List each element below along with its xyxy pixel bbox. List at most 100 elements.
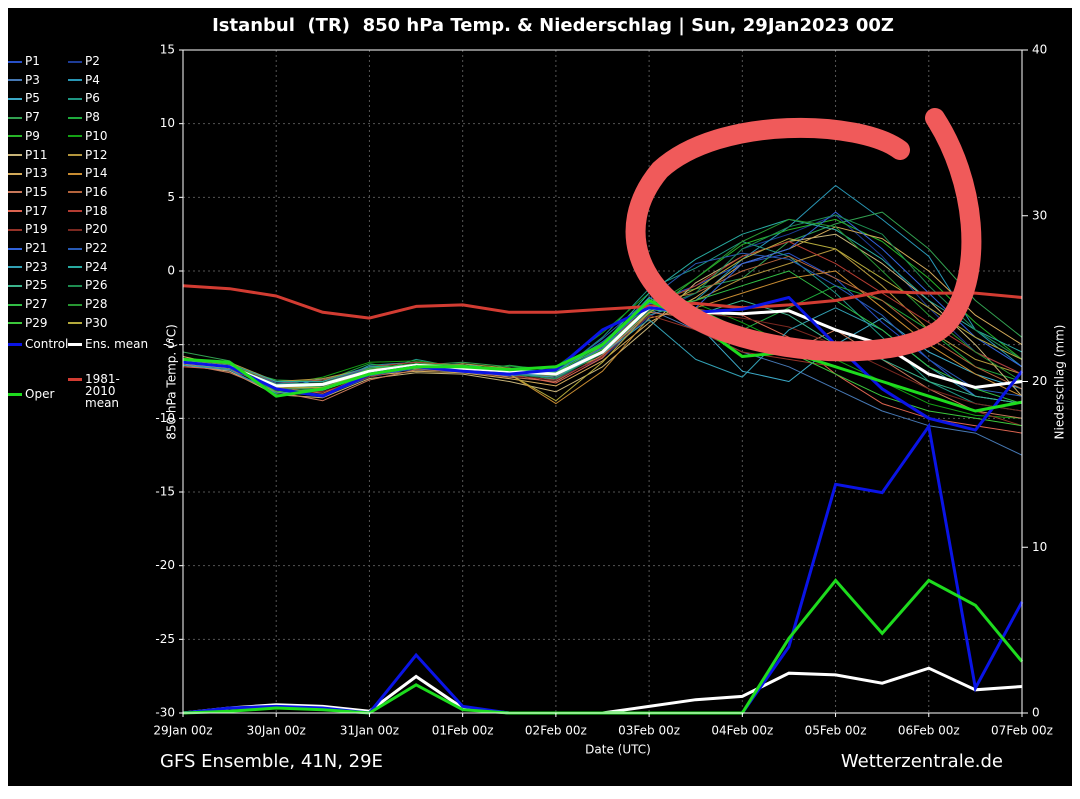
y2-tick-label: 10 xyxy=(1032,540,1047,554)
legend-swatch xyxy=(68,191,82,194)
legend-item: P9 xyxy=(8,130,40,142)
legend-swatch xyxy=(68,116,82,119)
legend-item: P22 xyxy=(68,242,108,254)
legend-label: P10 xyxy=(85,128,108,143)
legend-item: P14 xyxy=(68,167,108,179)
legend-swatch xyxy=(8,172,22,175)
y-tick-label: -10 xyxy=(155,411,175,425)
legend-swatch xyxy=(68,135,82,138)
legend-swatch xyxy=(8,79,22,82)
legend-label: P19 xyxy=(25,222,48,237)
y-tick-label: -5 xyxy=(163,337,175,351)
legend-label: P5 xyxy=(25,91,40,106)
legend-item: P23 xyxy=(8,261,48,273)
legend-swatch xyxy=(8,266,22,269)
legend-label: P15 xyxy=(25,184,48,199)
legend-item: P1 xyxy=(8,55,40,67)
x-tick-label: 03Feb 00z xyxy=(618,724,680,738)
legend-label: P4 xyxy=(85,72,100,87)
legend-label: P20 xyxy=(85,222,108,237)
legend-label: P7 xyxy=(25,110,40,125)
x-tick-label: 02Feb 00z xyxy=(525,724,587,738)
legend-item: P21 xyxy=(8,242,48,254)
legend-swatch xyxy=(68,322,82,325)
temp-line xyxy=(182,296,1024,432)
legend-swatch xyxy=(8,284,22,287)
legend-label: P9 xyxy=(25,128,40,143)
legend-swatch xyxy=(8,135,22,138)
legend-label: P16 xyxy=(85,184,108,199)
legend-swatch xyxy=(68,172,82,175)
legend-label: P18 xyxy=(85,203,108,218)
y2-axis-label: Niederschlag (mm) xyxy=(1053,325,1067,440)
legend-item: P28 xyxy=(68,298,108,310)
legend-swatch xyxy=(8,343,22,346)
legend-swatch xyxy=(8,210,22,213)
temp-line xyxy=(182,299,1023,413)
temp-line xyxy=(182,284,1023,320)
legend-swatch xyxy=(68,266,82,269)
legend-label: Ens. mean xyxy=(85,337,149,351)
legend-swatch xyxy=(8,97,22,100)
y-tick-label: -25 xyxy=(155,632,175,646)
legend-swatch xyxy=(8,303,22,306)
chart-title: Istanbul (TR) 850 hPa Temp. & Niederschl… xyxy=(212,15,894,36)
legend-item: P3 xyxy=(8,74,40,86)
x-tick-label: 07Feb 00z xyxy=(991,724,1053,738)
legend-label: P25 xyxy=(25,278,48,293)
legend-swatch xyxy=(8,116,22,119)
legend-label: P8 xyxy=(85,110,100,125)
legend-label: P14 xyxy=(85,166,108,181)
legend-item: P26 xyxy=(68,279,108,291)
legend-label: P17 xyxy=(25,203,48,218)
legend-swatch xyxy=(68,210,82,213)
legend-label: P11 xyxy=(25,147,48,162)
x-axis-label: Date (UTC) xyxy=(585,743,651,757)
legend-item: P30 xyxy=(68,317,108,329)
legend-item: Control xyxy=(8,338,68,350)
legend-label: P12 xyxy=(85,147,108,162)
legend-swatch xyxy=(68,303,82,306)
annotation-circle xyxy=(625,108,982,362)
y-tick-label: -20 xyxy=(155,558,175,572)
y-tick-label: 0 xyxy=(167,264,175,278)
y-tick-label: 5 xyxy=(167,190,175,204)
y-axis-label: 850 hPa Temp. (°C) xyxy=(165,324,179,440)
legend-label: Oper xyxy=(25,387,55,401)
legend-label: P3 xyxy=(25,72,40,87)
legend-swatch xyxy=(68,247,82,250)
legend-label: Control xyxy=(25,337,69,351)
legend-swatch xyxy=(68,79,82,82)
y-tick-label: 15 xyxy=(160,43,175,57)
legend-swatch xyxy=(8,322,22,325)
legend-label: P21 xyxy=(25,241,48,255)
legend-item: P25 xyxy=(8,279,48,291)
legend-label: P24 xyxy=(85,259,108,274)
legend-item: P27 xyxy=(8,298,48,310)
legend-item: P29 xyxy=(8,317,48,329)
legend-swatch xyxy=(68,154,82,156)
footer-right: Wetterzentrale.de xyxy=(841,751,1003,772)
legend-label: P27 xyxy=(25,297,48,312)
legend-swatch xyxy=(68,378,82,381)
y2-tick-label: 0 xyxy=(1032,706,1040,720)
legend-item: P17 xyxy=(8,205,48,217)
legend-swatch xyxy=(8,228,22,231)
legend-item: P16 xyxy=(68,186,108,198)
y-tick-label: -30 xyxy=(155,706,175,720)
x-tick-label: 06Feb 00z xyxy=(898,724,960,738)
legend-label: P29 xyxy=(25,315,48,330)
legend-label: P6 xyxy=(85,91,100,106)
y2-tick-label: 30 xyxy=(1032,208,1047,222)
legend-item: 1981-2010 mean xyxy=(68,373,145,409)
legend-swatch xyxy=(68,284,82,287)
y2-tick-label: 40 xyxy=(1032,43,1047,57)
legend-item: P6 xyxy=(68,92,100,104)
legend-label: P26 xyxy=(85,278,108,293)
legend-swatch xyxy=(68,60,82,63)
legend-item: P7 xyxy=(8,111,40,123)
legend-item: P20 xyxy=(68,223,108,235)
legend-item: P4 xyxy=(68,74,100,86)
legend-item: P13 xyxy=(8,167,48,179)
